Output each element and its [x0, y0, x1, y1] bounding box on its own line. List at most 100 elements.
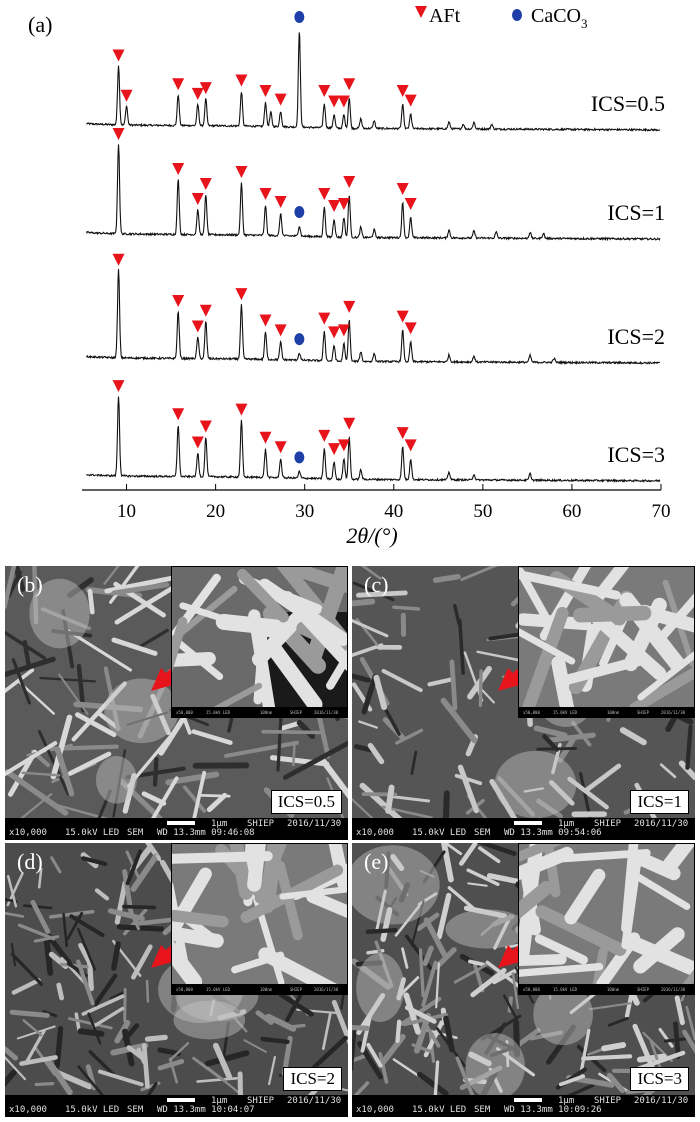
sem-info-bar: x10,000 15.0kV LED SEM WD 13.3mm 10:09:26 1μ…: [352, 1095, 695, 1117]
aft-peak-marker: [191, 87, 204, 100]
inset-micrograph: [172, 844, 347, 994]
legend-caco3-text: CaCO: [531, 5, 581, 27]
xrd-trace-line: [86, 396, 661, 483]
series-label: ICS=2: [607, 324, 665, 349]
sem-info-wd: WD 13.3mm 09:46:08: [157, 828, 255, 838]
panel-label-a: (a): [28, 12, 52, 37]
x-axis-label: 2θ/(°): [346, 523, 397, 548]
caco3-peak-marker: [294, 333, 305, 346]
legend: AFt CaCO3: [415, 5, 588, 31]
inset-info-scale: 100nm: [260, 987, 273, 992]
aft-peak-marker: [199, 304, 212, 317]
sem-info-org: SHIEP: [247, 1096, 275, 1106]
aft-peak-marker: [112, 128, 125, 140]
panel-label: (e): [364, 849, 389, 874]
sem-panel: x50,000 15.0kV LED 100nm SHIEP 2016/11/30 (c)…: [352, 566, 695, 840]
aft-peak-marker: [199, 178, 212, 190]
inset-info-bar: x50,000 15.0kV LED 100nm SHIEP 2016/11/30: [519, 984, 694, 994]
inset-info-org: SHIEP: [637, 987, 650, 992]
sem-info-wd: WD 13.3mm 10:09:26: [504, 1105, 602, 1115]
inset-micrograph: [172, 567, 347, 717]
xrd-chart: (a) AFt CaCO3 ICS=0.5 ICS=1 ICS=2 ICS=3 10 2…: [28, 5, 671, 548]
caco3-peak-marker: [294, 206, 305, 218]
sem-panel: x50,000 15.0kV LED 100nm SHIEP 2016/11/30 (e)…: [352, 843, 695, 1117]
sem-info-bar: x10,000 15.0kV LED SEM WD 13.3mm 09:46:08 1μ…: [5, 818, 348, 840]
sem-info-kv: 15.0kV LED: [65, 828, 120, 838]
sem-info-mag: x10,000: [9, 1105, 47, 1115]
sem-info-scale: 1μm: [558, 1096, 575, 1106]
inset-info-scale: 100nm: [260, 710, 273, 715]
inset-info-bar: x50,000 15.0kV LED 100nm SHIEP 2016/11/30: [172, 984, 347, 994]
aft-peak-marker: [343, 176, 356, 188]
aft-peak-marker: [337, 324, 350, 337]
aft-peak-marker: [328, 200, 341, 212]
aft-peak-marker: [404, 198, 417, 210]
inset-micrograph: [519, 567, 694, 717]
scale-bar: [167, 1098, 195, 1102]
aft-peak-marker: [120, 89, 133, 102]
sem-panel: x50,000 15.0kV LED 100nm SHIEP 2016/11/30 (d)…: [5, 843, 348, 1117]
sem-inset-magnified: x50,000 15.0kV LED 100nm SHIEP 2016/11/30: [171, 843, 348, 995]
sem-info-mag: x10,000: [356, 1105, 394, 1115]
inset-info-mag: x50,000: [523, 987, 540, 992]
sem-inset-magnified: x50,000 15.0kV LED 100nm SHIEP 2016/11/30: [171, 566, 348, 718]
aft-peak-marker: [318, 429, 331, 442]
aft-peak-marker: [396, 183, 409, 195]
caco3-peak-marker: [294, 451, 305, 464]
aft-peak-marker: [328, 95, 341, 108]
sem-info-org: SHIEP: [247, 819, 275, 829]
ics-label: ICS=3: [630, 1067, 689, 1091]
series-label: ICS=0.5: [591, 91, 665, 116]
aft-peak-marker: [235, 166, 248, 178]
x-tick-label: 50: [473, 501, 492, 522]
sem-info-sem: SEM: [127, 828, 144, 838]
aft-peak-marker: [318, 85, 331, 97]
series-label: ICS=3: [607, 442, 665, 467]
sem-info-scale: 1μm: [558, 819, 575, 829]
aft-peak-marker: [274, 196, 287, 208]
sem-info-wd: WD 13.3mm 09:54:06: [504, 828, 602, 838]
inset-info-org: SHIEP: [290, 710, 303, 715]
inset-info-kv: 15.0kV LED: [553, 710, 578, 715]
aft-peak-marker: [396, 85, 409, 97]
inset-info-date: 2016/11/30: [661, 710, 686, 715]
scale-bar: [514, 1098, 542, 1102]
aft-peak-marker: [112, 253, 125, 266]
inset-info-bar: x50,000 15.0kV LED 100nm SHIEP 2016/11/30: [519, 707, 694, 717]
aft-peak-marker: [337, 198, 350, 210]
aft-peak-marker: [328, 443, 341, 456]
sem-info-org: SHIEP: [594, 819, 622, 829]
sem-panel: x50,000 15.0kV LED 100nm SHIEP 2016/11/30 (b)…: [5, 566, 348, 840]
x-tick-label: 40: [384, 501, 403, 522]
aft-peak-marker: [274, 441, 287, 454]
aft-peak-marker: [274, 93, 287, 106]
sem-info-mag: x10,000: [9, 828, 47, 838]
aft-peak-marker: [318, 312, 331, 325]
aft-peak-marker: [318, 188, 331, 200]
aft-peak-marker: [199, 420, 212, 433]
inset-info-date: 2016/11/30: [314, 987, 339, 992]
xrd-trace-line: [85, 144, 661, 242]
sem-inset-magnified: x50,000 15.0kV LED 100nm SHIEP 2016/11/30: [518, 566, 695, 718]
sem-info-kv: 15.0kV LED: [412, 1105, 467, 1115]
inset-info-org: SHIEP: [290, 987, 303, 992]
inset-info-date: 2016/11/30: [661, 987, 686, 992]
sem-info-scale: 1μm: [211, 819, 228, 829]
sem-info-sem: SEM: [127, 1105, 144, 1115]
sem-info-bar: x10,000 15.0kV LED SEM WD 13.3mm 10:04:07 1μ…: [5, 1095, 348, 1117]
xrd-trace-line: [86, 269, 661, 365]
xrd-traces: ICS=0.5 ICS=1 ICS=2 ICS=3: [85, 11, 665, 483]
panel-label: (d): [17, 849, 43, 874]
ics-label: ICS=0.5: [270, 790, 342, 814]
sem-info-date: 2016/11/30: [287, 1096, 342, 1106]
aft-peak-marker: [172, 408, 185, 421]
panel-label: (c): [364, 572, 389, 597]
sem-info-bar: x10,000 15.0kV LED SEM WD 13.3mm 09:54:06 1μ…: [352, 818, 695, 840]
aft-peak-marker: [259, 431, 272, 444]
aft-peak-marker: [235, 288, 248, 301]
aft-peak-marker: [343, 417, 356, 430]
aft-peak-marker: [235, 403, 248, 416]
inset-info-org: SHIEP: [637, 710, 650, 715]
inset-info-kv: 15.0kV LED: [553, 987, 578, 992]
